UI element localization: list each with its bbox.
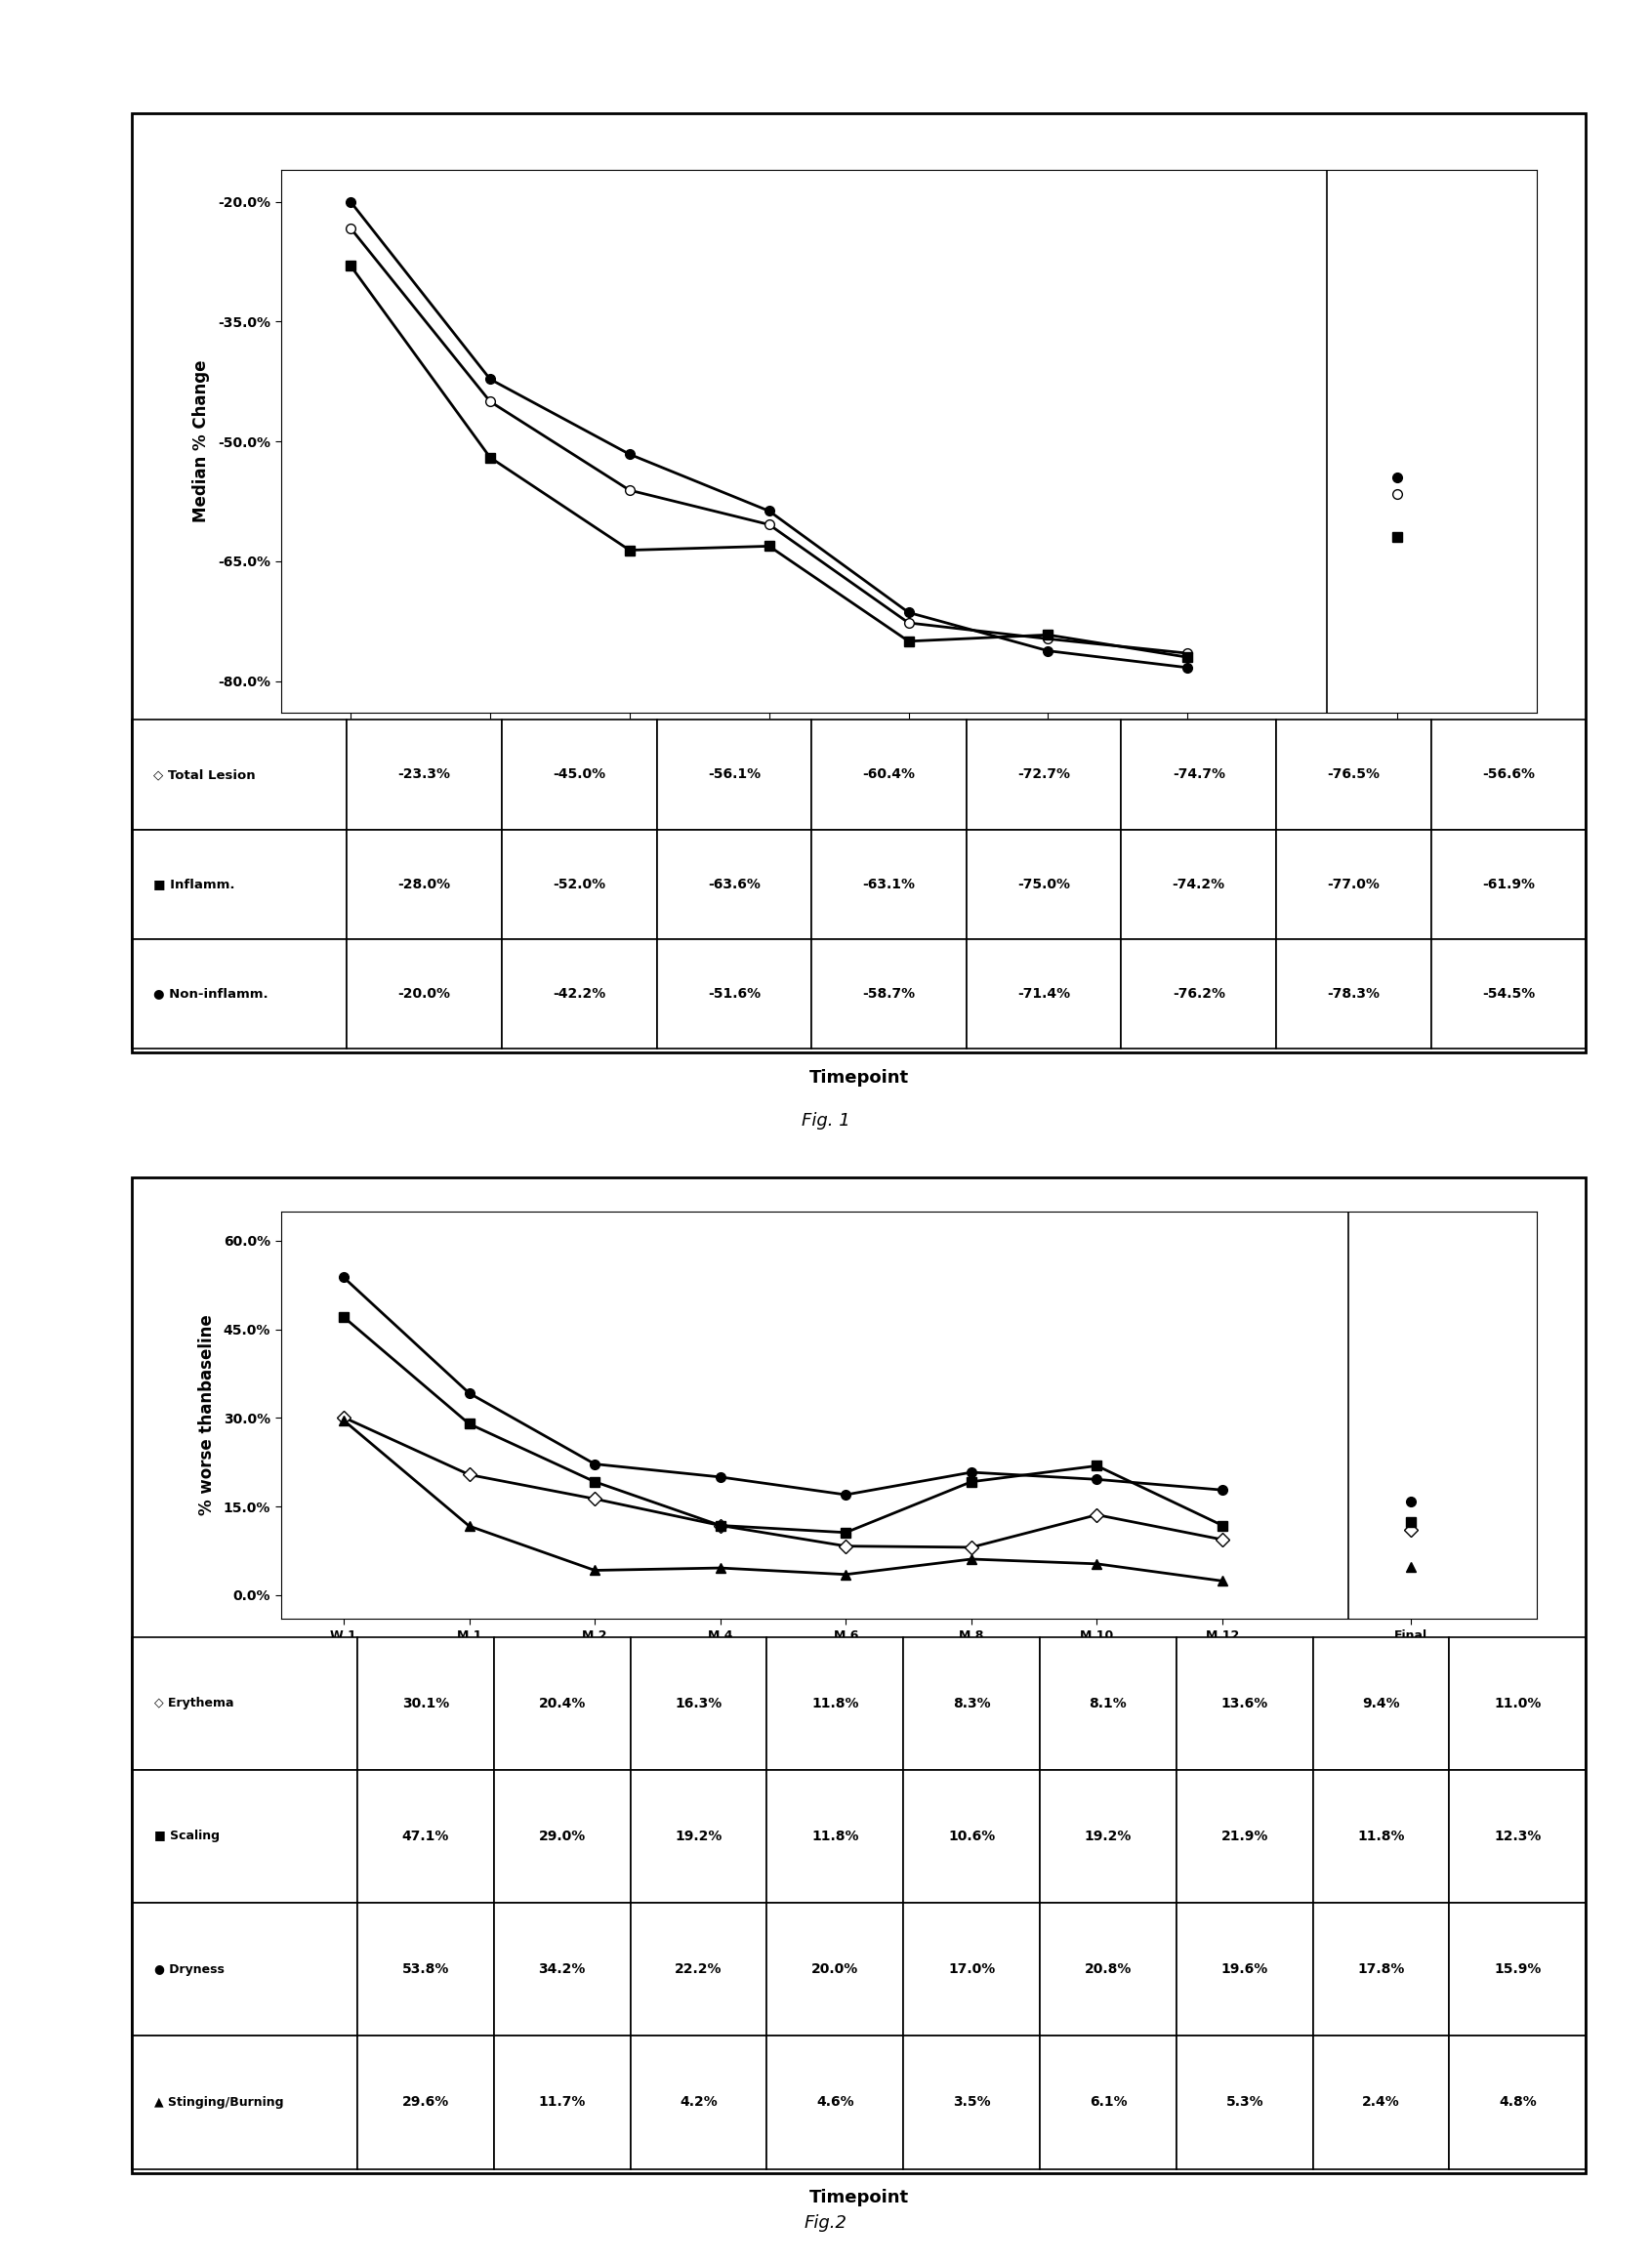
Y-axis label: % worse thanbaseline: % worse thanbaseline: [198, 1315, 215, 1515]
Text: Timepoint: Timepoint: [809, 2189, 909, 2207]
Text: Fig.2: Fig.2: [805, 2214, 847, 2232]
Y-axis label: Median % Change: Median % Change: [192, 360, 210, 523]
Text: Fig. 1: Fig. 1: [801, 1112, 851, 1130]
Text: Timepoint: Timepoint: [809, 1069, 909, 1087]
